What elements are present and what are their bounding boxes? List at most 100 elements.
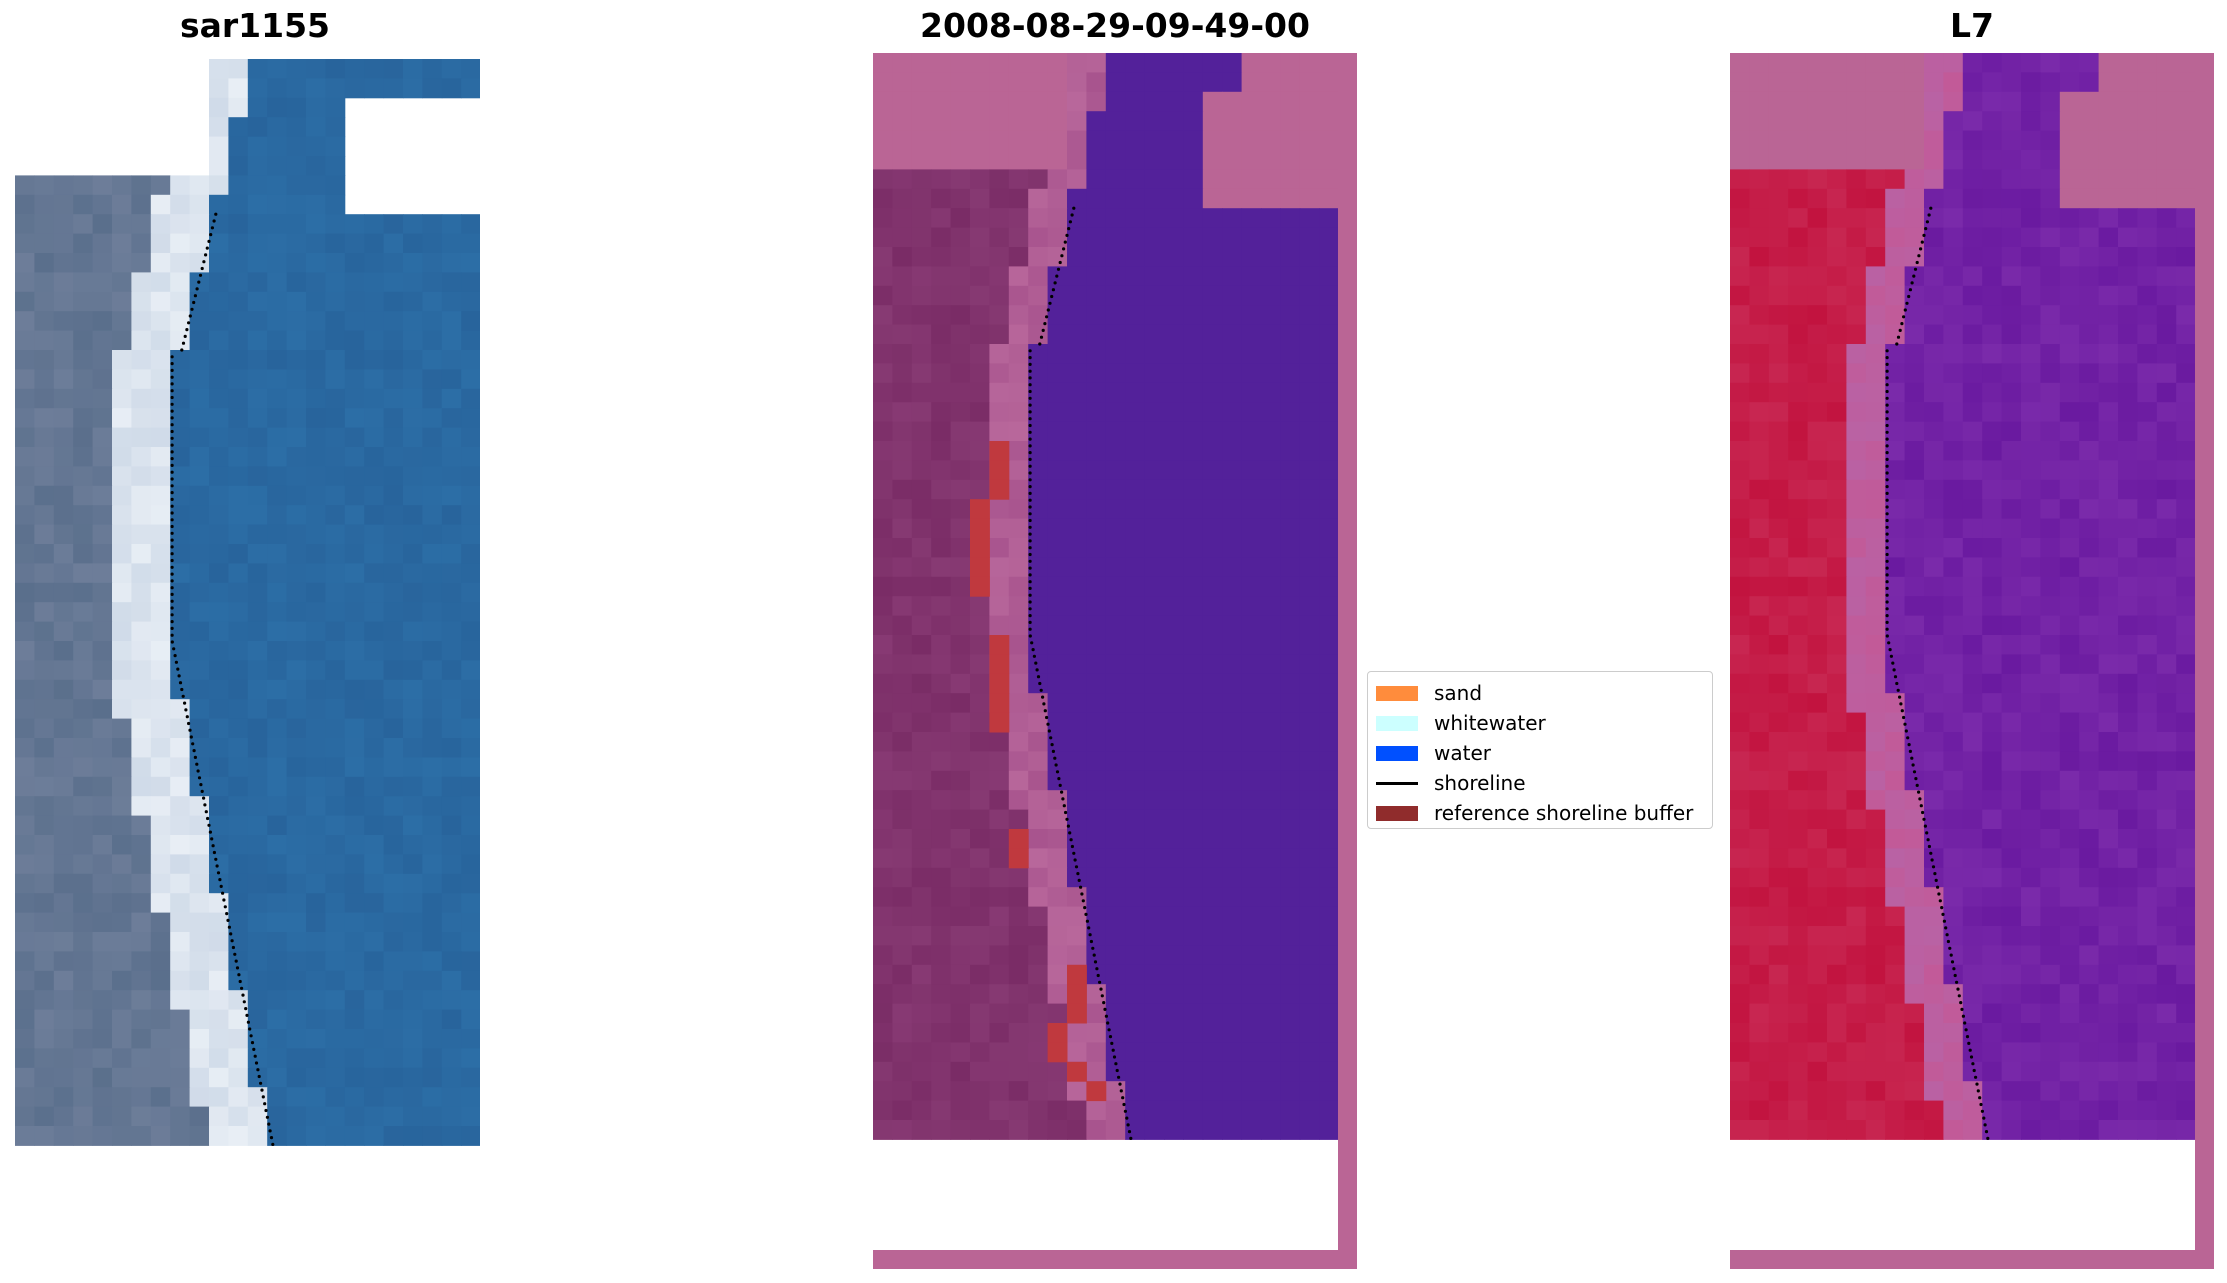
- shoreline-point: [1068, 220, 1072, 224]
- shoreline-point: [170, 504, 174, 508]
- shoreline-point: [1907, 294, 1911, 299]
- shoreline-point: [188, 728, 192, 732]
- shoreline-point: [193, 294, 197, 298]
- shoreline-point: [196, 769, 200, 773]
- shoreline-point: [170, 450, 174, 454]
- shoreline-point: [1885, 389, 1889, 394]
- shoreline-point: [170, 552, 174, 556]
- shoreline-dots: [1885, 206, 1990, 1140]
- shoreline-point: [1070, 844, 1074, 849]
- shoreline-point: [1900, 709, 1904, 713]
- shoreline-point: [1965, 1035, 1970, 1039]
- shoreline-point: [1885, 512, 1889, 516]
- shoreline-point: [170, 565, 174, 569]
- shoreline-point: [211, 844, 215, 848]
- shoreline-point: [261, 1095, 265, 1099]
- rgb-image-panel: [15, 53, 480, 1250]
- shoreline-point: [170, 436, 174, 440]
- shoreline-point: [170, 531, 174, 535]
- shoreline-point: [1945, 933, 1949, 937]
- shoreline-point: [1058, 260, 1062, 265]
- shoreline-point: [170, 592, 174, 597]
- shoreline-point: [1102, 1001, 1106, 1005]
- shoreline-point: [1895, 342, 1899, 346]
- shoreline-point: [195, 287, 199, 291]
- shoreline-point: [1885, 559, 1889, 563]
- shoreline-point: [1885, 600, 1889, 604]
- shoreline-point: [170, 477, 174, 481]
- shoreline-point: [234, 959, 238, 963]
- shoreline-point: [1885, 444, 1889, 448]
- shoreline-point: [1028, 478, 1032, 482]
- shoreline-point: [227, 925, 231, 929]
- buffer-pixel: [970, 557, 990, 578]
- shoreline-point: [1921, 810, 1925, 815]
- shoreline-point: [1095, 967, 1099, 971]
- shoreline-point: [170, 511, 174, 515]
- shoreline-point: [1903, 722, 1907, 726]
- legend-item-shoreline: shoreline: [1376, 768, 1704, 798]
- shoreline-point: [170, 620, 174, 624]
- shoreline-point: [1028, 512, 1032, 516]
- shoreline-point: [1028, 634, 1032, 638]
- shoreline-point: [253, 1054, 257, 1058]
- shoreline-point: [1028, 566, 1032, 570]
- shoreline-point: [229, 932, 233, 936]
- shoreline-point: [170, 409, 174, 413]
- shoreline-point: [1953, 973, 1957, 978]
- shoreline-point: [1940, 906, 1944, 910]
- shoreline-point: [170, 497, 174, 501]
- legend-label-whitewater: whitewater: [1434, 711, 1546, 735]
- shoreline-point: [1892, 668, 1896, 672]
- raster-pixels: [15, 59, 480, 1146]
- shoreline-point: [170, 429, 174, 434]
- shoreline-point: [1885, 349, 1889, 353]
- shoreline-point: [1028, 573, 1032, 577]
- shoreline-point: [214, 212, 218, 216]
- shoreline-point: [1028, 586, 1032, 591]
- shoreline-point: [271, 1142, 275, 1146]
- shoreline-point: [1123, 1109, 1127, 1113]
- shoreline-point: [1889, 654, 1893, 658]
- shoreline-point: [1028, 620, 1032, 625]
- shoreline-point: [1089, 939, 1093, 944]
- buffer-pixel: [1067, 984, 1087, 1005]
- shoreline-point: [1913, 267, 1918, 271]
- shoreline-point: [1125, 1116, 1129, 1120]
- classified-image: [873, 53, 1357, 1269]
- shoreline-point: [1898, 328, 1902, 332]
- shoreline-point: [190, 307, 194, 311]
- shoreline-point: [1129, 1136, 1133, 1140]
- shoreline-point: [214, 857, 218, 861]
- shoreline-point: [207, 239, 211, 243]
- shoreline-point: [1061, 797, 1065, 801]
- shoreline-point: [1885, 437, 1889, 441]
- shoreline-point: [268, 1129, 272, 1133]
- shoreline-point: [1885, 356, 1889, 360]
- shoreline-point: [1028, 349, 1032, 353]
- classified-image-panel: [873, 53, 1357, 1269]
- shoreline-point: [173, 654, 177, 658]
- shoreline-point: [1028, 430, 1032, 434]
- shoreline-point: [1049, 736, 1053, 740]
- shoreline-point: [200, 266, 204, 271]
- shoreline-point: [1885, 518, 1889, 523]
- shoreline-point: [1955, 980, 1959, 984]
- shoreline-point: [221, 891, 225, 895]
- shoreline-point: [198, 273, 203, 277]
- shoreline-point: [1885, 539, 1889, 543]
- shoreline-point: [1065, 817, 1069, 821]
- shoreline-point: [1912, 274, 1916, 278]
- shoreline-point: [1127, 1130, 1132, 1134]
- shoreline-point: [1100, 994, 1104, 998]
- shoreline-point: [1028, 559, 1032, 563]
- shoreline-point: [185, 715, 189, 719]
- shoreline-point: [1028, 485, 1032, 489]
- shoreline-point: [1938, 899, 1942, 903]
- shoreline-point: [1974, 1075, 1978, 1079]
- shoreline-point: [170, 545, 174, 549]
- buffer-pixel: [1067, 1061, 1087, 1082]
- shoreline-point: [1028, 417, 1032, 421]
- shoreline-point: [1028, 552, 1032, 557]
- shoreline-point: [259, 1081, 263, 1085]
